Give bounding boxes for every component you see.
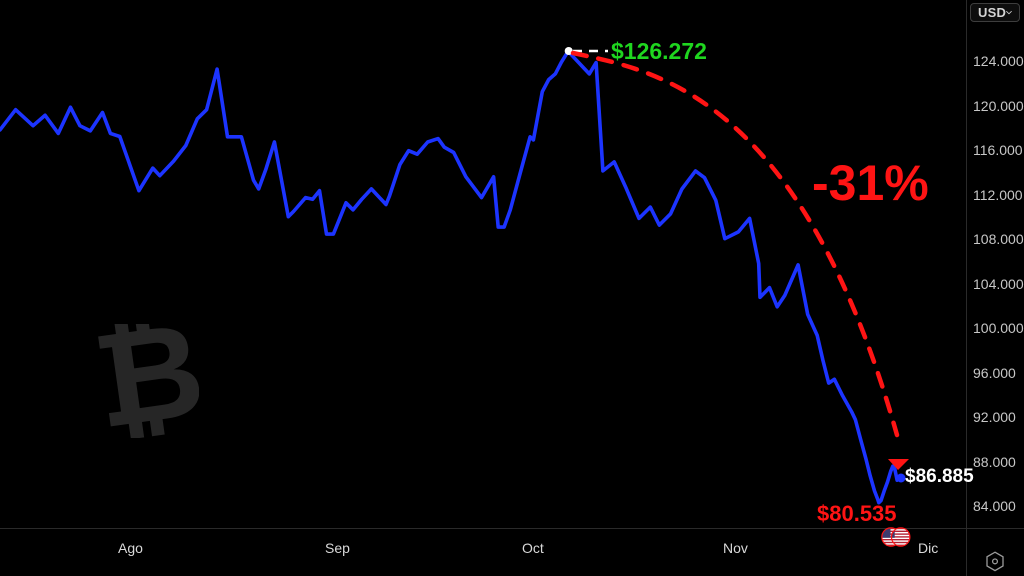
- svg-text:$126.272: $126.272: [611, 38, 707, 64]
- svg-text:$86.885: $86.885: [905, 466, 974, 487]
- svg-text:-31%: -31%: [812, 155, 929, 211]
- svg-text:$80.535: $80.535: [817, 501, 897, 526]
